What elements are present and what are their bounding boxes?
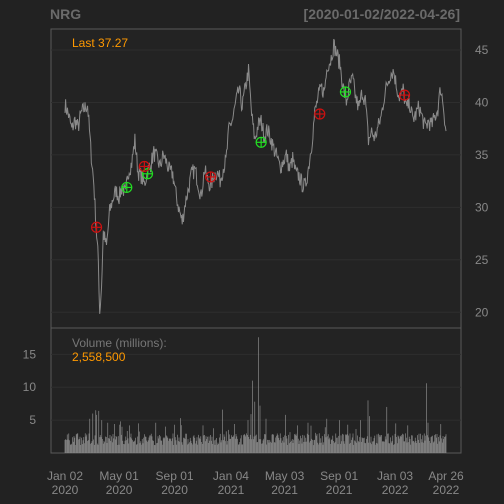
date-tick-year: 2021 xyxy=(218,483,245,497)
date-tick-month: Sep 01 xyxy=(156,469,194,483)
price-panel: 20 25 30 35 40 45 Last 37.27 xyxy=(50,28,489,329)
buy-marker xyxy=(255,136,267,148)
sell-marker xyxy=(314,108,326,120)
price-tick-label: 20 xyxy=(475,305,489,319)
volume-last-value: 2,558,500 xyxy=(72,350,126,364)
chart-date-range: [2020-01-02/2022-04-26] xyxy=(304,6,460,22)
price-series-line xyxy=(64,38,447,314)
volume-tick-label: 15 xyxy=(23,347,37,361)
price-y-axis: 20 25 30 35 40 45 xyxy=(475,43,489,319)
date-tick-year: 2021 xyxy=(326,483,353,497)
price-tick-label: 35 xyxy=(475,148,489,162)
trade-markers xyxy=(90,86,411,233)
price-tick-label: 40 xyxy=(475,95,489,109)
date-tick-month: Sep 01 xyxy=(320,469,358,483)
buy-marker xyxy=(121,181,133,194)
price-tick-label: 30 xyxy=(475,200,489,214)
chart-symbol: NRG xyxy=(50,6,81,22)
sell-marker xyxy=(90,221,103,233)
volume-gridlines xyxy=(51,353,461,421)
volume-tick-label: 5 xyxy=(29,413,36,427)
date-tick-year: 2022 xyxy=(382,483,409,497)
buy-marker xyxy=(339,86,352,98)
buy-marker xyxy=(141,168,154,180)
price-tick-label: 25 xyxy=(475,253,489,267)
date-tick-year: 2022 xyxy=(433,483,460,497)
date-tick-year: 2020 xyxy=(52,483,79,497)
last-price-label: Last 37.27 xyxy=(72,36,128,50)
date-tick-year: 2020 xyxy=(161,483,188,497)
date-tick-month: Apr 26 xyxy=(428,469,464,483)
date-tick-month: May 01 xyxy=(99,469,139,483)
price-gridlines xyxy=(51,49,461,313)
volume-tick-label: 10 xyxy=(23,380,37,394)
date-tick-month: Jan 02 xyxy=(47,469,83,483)
volume-panel: 5 10 15 Volume (millions): 2,558,500 xyxy=(23,327,462,454)
sell-marker xyxy=(138,160,150,173)
date-tick-year: 2020 xyxy=(106,483,133,497)
price-tick-label: 45 xyxy=(475,43,489,57)
date-tick-month: Jan 04 xyxy=(213,469,249,483)
volume-y-axis: 5 10 15 xyxy=(23,347,37,427)
date-tick-year: 2021 xyxy=(271,483,298,497)
sell-marker xyxy=(205,171,217,183)
date-tick-month: May 03 xyxy=(265,469,305,483)
date-tick-month: Jan 03 xyxy=(377,469,413,483)
volume-label: Volume (millions): xyxy=(72,336,167,350)
volume-bars xyxy=(64,337,447,453)
sell-marker xyxy=(398,89,411,101)
